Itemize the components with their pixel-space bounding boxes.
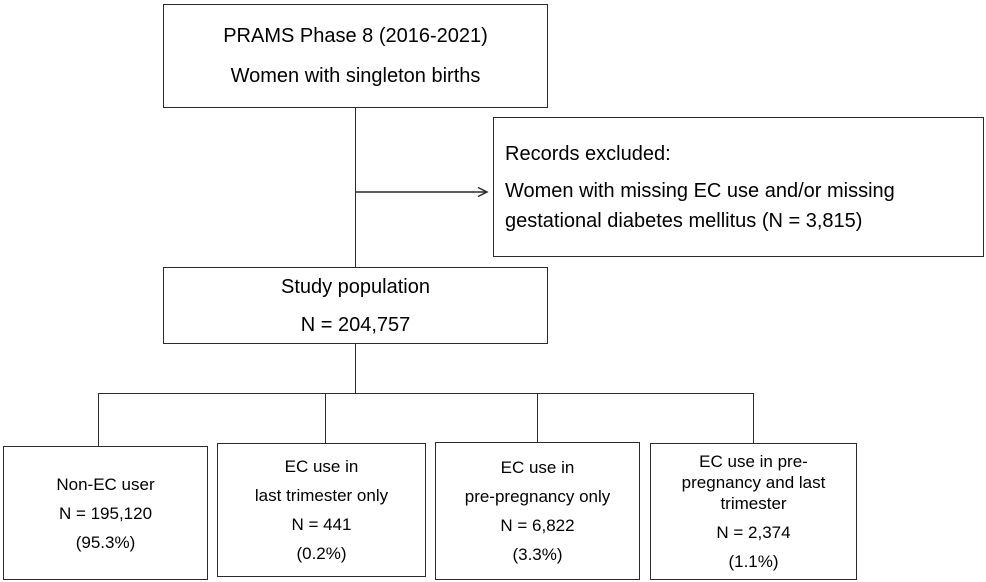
source-subtitle: Women with singleton births xyxy=(230,65,481,87)
outcome-label-line1: EC use in xyxy=(284,457,359,476)
study-n: N = 204,757 xyxy=(300,313,411,336)
excluded-title: Records excluded: xyxy=(505,142,671,165)
outcome-label: EC use in pre- pregnancy and last trimes… xyxy=(682,451,826,514)
outcome-percentage: (3.3%) xyxy=(512,545,563,564)
source-population-box: PRAMS Phase 8 (2016-2021) Women with sin… xyxy=(163,4,548,108)
outcome-box-pre-pregnancy-only: EC use in pre-pregnancy only N = 6,822 (… xyxy=(435,442,640,580)
source-title: PRAMS Phase 8 (2016-2021) xyxy=(223,25,488,47)
outcome-label-line1: EC use in xyxy=(500,458,575,477)
outcome-n: N = 6,822 xyxy=(500,516,575,535)
study-title: Study population xyxy=(280,275,430,298)
outcome-n: N = 2,374 xyxy=(716,523,791,542)
arrow-to-excluded-box-icon xyxy=(355,186,489,198)
outcome-box-non-ec-user: Non-EC user N = 195,120 (95.3%) xyxy=(3,446,208,580)
outcome-box-last-trimester-only: EC use in last trimester only N = 441 (0… xyxy=(217,443,426,577)
excluded-body-line1: Women with missing EC use and/or missing xyxy=(505,179,895,202)
outcome-label: Non-EC user xyxy=(56,474,155,494)
study-population-box: Study population N = 204,757 xyxy=(163,267,548,344)
branch-drop-pre-pregnancy-and-last-trimester xyxy=(752,392,754,444)
excluded-body-line2: gestational diabetes mellitus (N = 3,815… xyxy=(505,209,863,232)
outcome-n: N = 441 xyxy=(291,515,352,534)
branch-drop-non-ec-user xyxy=(97,392,99,447)
outcome-percentage: (1.1%) xyxy=(728,552,779,571)
records-excluded-box: Records excluded: Women with missing EC … xyxy=(493,117,984,257)
outcome-label-line1: EC use in pre- xyxy=(699,452,808,471)
branch-rail-line xyxy=(97,392,754,394)
outcome-label-line2: pregnancy and last xyxy=(681,473,826,492)
outcome-label-line2: pre-pregnancy only xyxy=(464,487,611,506)
branch-drop-pre-pregnancy-only xyxy=(536,392,538,443)
outcome-label-line2: last trimester only xyxy=(254,486,389,505)
outcome-box-pre-pregnancy-and-last-trimester: EC use in pre- pregnancy and last trimes… xyxy=(650,443,857,580)
outcome-label-line3: trimester xyxy=(720,494,787,513)
outcome-percentage: (0.2%) xyxy=(296,544,347,563)
outcome-n: N = 195,120 xyxy=(58,503,153,523)
connector-study-to-branch-rail xyxy=(354,343,356,394)
outcome-percentage: (95.3%) xyxy=(75,532,136,552)
branch-drop-last-trimester-only xyxy=(324,392,326,444)
connector-source-to-study xyxy=(354,107,356,267)
